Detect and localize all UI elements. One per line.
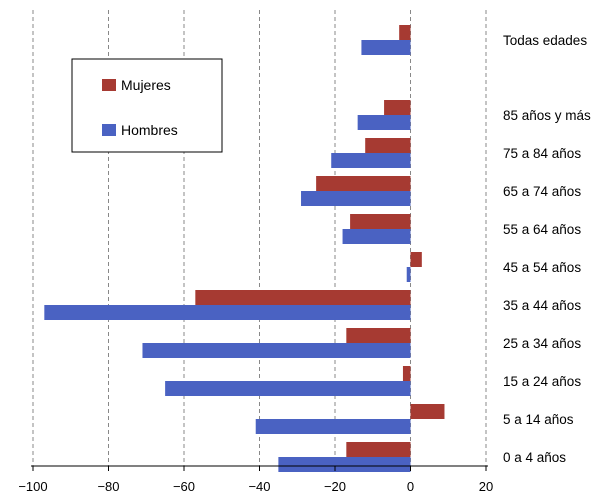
bar-hombres-15-a-24-a-os: [165, 381, 411, 396]
x-tick-label: −60: [173, 479, 195, 494]
legend: Mujeres Hombres: [71, 58, 223, 153]
bar-mujeres-5-a-14-a-os: [410, 404, 445, 419]
category-label-55-a-64-a-os: 55 a 64 años: [503, 222, 581, 237]
bar-mujeres-85-a-os-y-m-s: [384, 100, 411, 115]
legend-swatch-hombres: [102, 124, 116, 136]
bar-hombres-0-a-4-a-os: [278, 457, 411, 472]
category-label-65-a-74-a-os: 65 a 74 años: [503, 184, 581, 199]
category-label-25-a-34-a-os: 25 a 34 años: [503, 336, 581, 351]
bars: [44, 25, 445, 472]
legend-label-hombres: Hombres: [121, 122, 178, 138]
category-label-0-a-4-a-os: 0 a 4 años: [503, 450, 566, 465]
category-label-35-a-44-a-os: 35 a 44 años: [503, 298, 581, 313]
bar-hombres-35-a-44-a-os: [44, 305, 411, 320]
bar-mujeres-45-a-54-a-os: [410, 252, 422, 267]
bar-hombres-65-a-74-a-os: [301, 191, 411, 206]
legend-box: [71, 58, 223, 153]
bar-mujeres-15-a-24-a-os: [402, 366, 411, 381]
x-tick-label: −40: [248, 479, 270, 494]
bar-mujeres-0-a-4-a-os: [346, 442, 411, 457]
bar-mujeres-55-a-64-a-os: [350, 214, 411, 229]
bar-hombres-55-a-64-a-os: [342, 229, 411, 244]
legend-swatch-mujeres: [102, 79, 116, 91]
x-tick-label: −100: [18, 479, 47, 494]
bar-hombres-75-a-84-a-os: [331, 153, 411, 168]
bar-mujeres-35-a-44-a-os: [195, 290, 411, 305]
category-label-todas-edades: Todas edades: [503, 33, 587, 48]
category-labels: Todas edades 85 años y más 75 a 84 años 65 …: [503, 33, 591, 465]
x-tick-label: 20: [479, 479, 493, 494]
category-label-85-a-os-y-m-s: 85 años y más: [503, 108, 591, 123]
category-label-15-a-24-a-os: 15 a 24 años: [503, 374, 581, 389]
bar-mujeres-todas-edades: [399, 25, 411, 40]
x-tick-label: −80: [97, 479, 119, 494]
bar-hombres-25-a-34-a-os: [142, 343, 411, 358]
category-label-45-a-54-a-os: 45 a 54 años: [503, 260, 581, 275]
x-tick-label: 0: [407, 479, 414, 494]
bar-hombres-todas-edades: [361, 40, 411, 55]
bar-mujeres-25-a-34-a-os: [346, 328, 411, 343]
category-label-75-a-84-a-os: 75 a 84 años: [503, 146, 581, 161]
bar-hombres-5-a-14-a-os: [255, 419, 411, 434]
x-axis-ticks: −100 −80 −60 −40 −20 0 20: [18, 466, 493, 494]
bar-mujeres-65-a-74-a-os: [316, 176, 411, 191]
bar-mujeres-75-a-84-a-os: [365, 138, 411, 153]
bar-hombres-85-a-os-y-m-s: [357, 115, 411, 130]
category-label-5-a-14-a-os: 5 a 14 años: [503, 412, 574, 427]
x-tick-label: −20: [324, 479, 346, 494]
legend-label-mujeres: Mujeres: [121, 77, 171, 93]
bar-hombres-45-a-54-a-os: [406, 267, 411, 282]
